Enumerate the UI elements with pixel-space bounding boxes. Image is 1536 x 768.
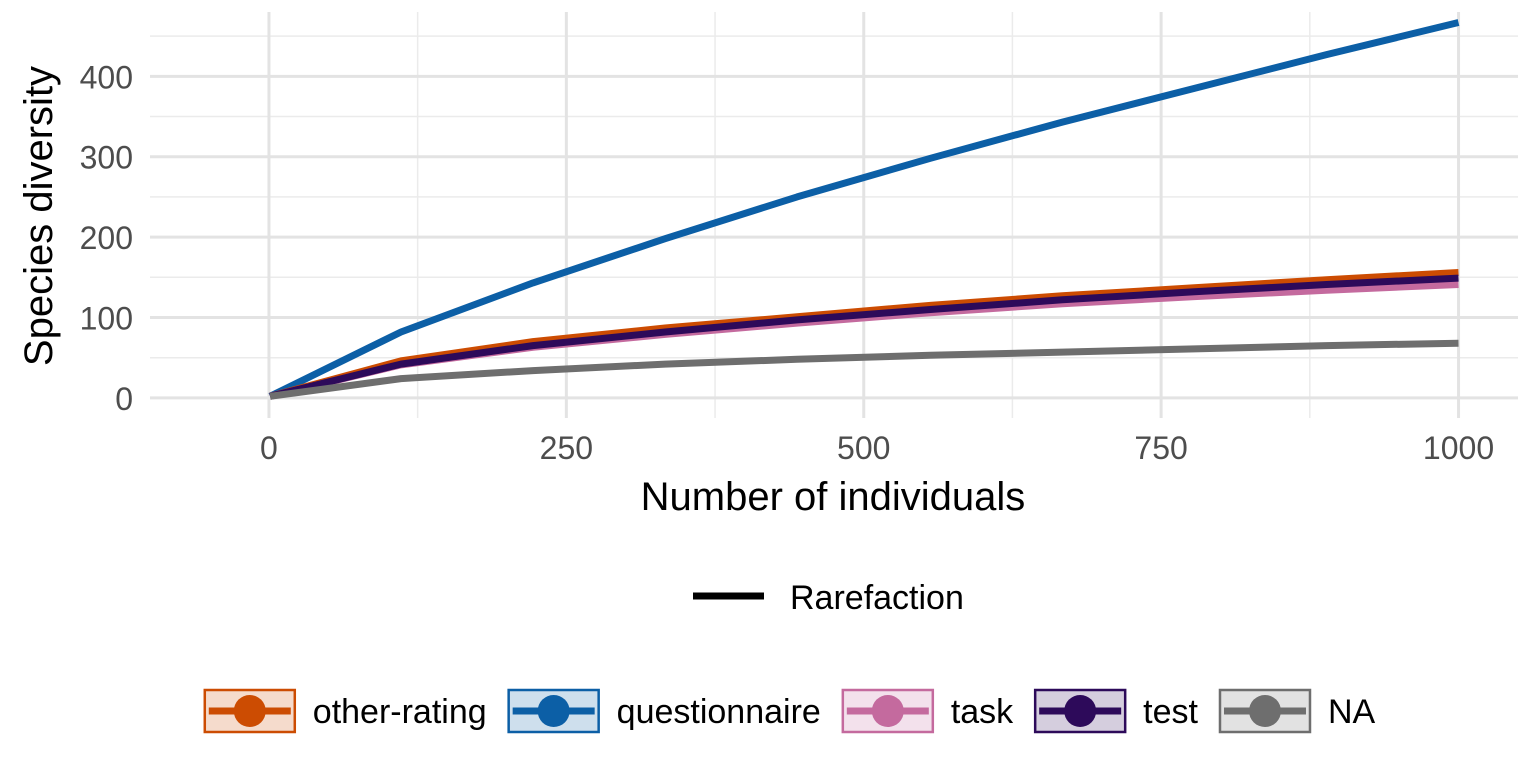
legend-item-questionnaire: questionnaire xyxy=(507,688,821,734)
legend-key-point xyxy=(1248,695,1281,727)
color-legend: other-rating questionnaire task test NA xyxy=(203,688,1376,734)
x-tick-label: 250 xyxy=(540,430,593,466)
y-tick-label: 100 xyxy=(80,301,133,337)
y-tick-labels: 0 100 200 300 400 xyxy=(80,59,133,417)
x-tick-label: 750 xyxy=(1134,430,1187,466)
legend-key-point xyxy=(537,695,570,727)
x-tick-label: 0 xyxy=(260,430,278,466)
linetype-legend-label: Rarefaction xyxy=(790,579,964,617)
y-tick-label: 300 xyxy=(80,140,133,176)
y-tick-label: 200 xyxy=(80,220,133,256)
legend-item-other-rating: other-rating xyxy=(203,688,487,734)
series-line-test xyxy=(269,274,1459,400)
legend-item-task: task xyxy=(841,688,1014,734)
legend-key-point xyxy=(1064,695,1097,727)
x-tick-label: 1000 xyxy=(1423,430,1494,466)
series-line-questionnaire xyxy=(268,19,1460,400)
y-tick-label: 0 xyxy=(115,381,133,417)
x-axis-label: Number of individuals xyxy=(641,475,1026,519)
legend-key-point xyxy=(871,695,904,727)
x-tick-labels: 0 250 500 750 1000 xyxy=(260,430,1494,466)
legend-label: task xyxy=(951,693,1014,731)
legend-key-point xyxy=(233,695,266,727)
legend-label: questionnaire xyxy=(617,693,821,731)
legend-item-NA: NA xyxy=(1218,688,1376,734)
legend-label: NA xyxy=(1328,693,1376,731)
series-lines xyxy=(268,19,1460,400)
legend-label: other-rating xyxy=(313,693,487,731)
linetype-legend: Rarefaction xyxy=(693,579,964,617)
series-line-other-rating xyxy=(269,269,1459,400)
legend-item-test: test xyxy=(1033,688,1199,734)
x-tick-label: 500 xyxy=(837,430,890,466)
grid-major xyxy=(150,12,1518,418)
series-line-NA xyxy=(269,339,1459,400)
y-axis-label: Species diversity xyxy=(17,66,61,366)
legend-label: test xyxy=(1143,693,1198,731)
y-tick-label: 400 xyxy=(80,59,133,95)
